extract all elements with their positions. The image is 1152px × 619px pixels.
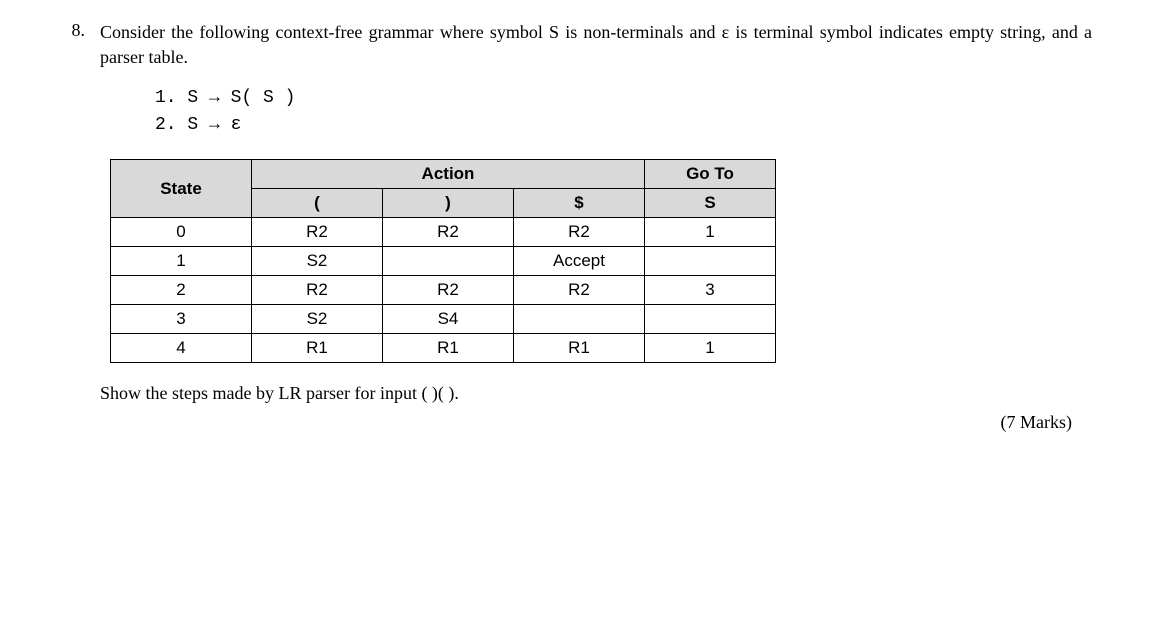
cell-state: 1 xyxy=(111,247,252,276)
cell-s: 3 xyxy=(645,276,776,305)
show-steps-text: Show the steps made by LR parser for inp… xyxy=(100,383,1092,404)
marks-text: (7 Marks) xyxy=(100,412,1072,433)
question-block: 8. Consider the following context-free g… xyxy=(60,20,1092,433)
cell-dol: R2 xyxy=(514,218,645,247)
header-state: State xyxy=(111,160,252,218)
cell-lp: R2 xyxy=(252,218,383,247)
cell-s: 1 xyxy=(645,218,776,247)
cell-rp: R1 xyxy=(383,334,514,363)
header-goto: Go To xyxy=(645,160,776,189)
grammar-line-2: 2. S → ε xyxy=(155,112,1092,139)
parser-table: State Action Go To ( ) $ S 0 R2 R2 R2 1 … xyxy=(110,159,776,363)
cell-lp: R1 xyxy=(252,334,383,363)
cell-s xyxy=(645,247,776,276)
question-number: 8. xyxy=(60,20,85,41)
cell-state: 0 xyxy=(111,218,252,247)
header-S: S xyxy=(645,189,776,218)
cell-rp: R2 xyxy=(383,218,514,247)
table-row: 0 R2 R2 R2 1 xyxy=(111,218,776,247)
cell-s xyxy=(645,305,776,334)
cell-rp: R2 xyxy=(383,276,514,305)
grammar-block: 1. S → S( S ) 2. S → ε xyxy=(155,85,1092,139)
cell-rp xyxy=(383,247,514,276)
table-row: 2 R2 R2 R2 3 xyxy=(111,276,776,305)
cell-state: 2 xyxy=(111,276,252,305)
cell-lp: R2 xyxy=(252,276,383,305)
grammar-line-1: 1. S → S( S ) xyxy=(155,85,1092,112)
cell-lp: S2 xyxy=(252,305,383,334)
cell-dol: R2 xyxy=(514,276,645,305)
question-body: Consider the following context-free gram… xyxy=(100,20,1092,433)
table-row: 4 R1 R1 R1 1 xyxy=(111,334,776,363)
cell-lp: S2 xyxy=(252,247,383,276)
header-rparen: ) xyxy=(383,189,514,218)
cell-dol: R1 xyxy=(514,334,645,363)
question-intro: Consider the following context-free gram… xyxy=(100,20,1092,70)
cell-state: 3 xyxy=(111,305,252,334)
header-dollar: $ xyxy=(514,189,645,218)
header-action: Action xyxy=(252,160,645,189)
table-row: 3 S2 S4 xyxy=(111,305,776,334)
header-lparen: ( xyxy=(252,189,383,218)
table-header-row-1: State Action Go To xyxy=(111,160,776,189)
cell-dol: Accept xyxy=(514,247,645,276)
table-row: 1 S2 Accept xyxy=(111,247,776,276)
cell-rp: S4 xyxy=(383,305,514,334)
cell-s: 1 xyxy=(645,334,776,363)
cell-dol xyxy=(514,305,645,334)
cell-state: 4 xyxy=(111,334,252,363)
